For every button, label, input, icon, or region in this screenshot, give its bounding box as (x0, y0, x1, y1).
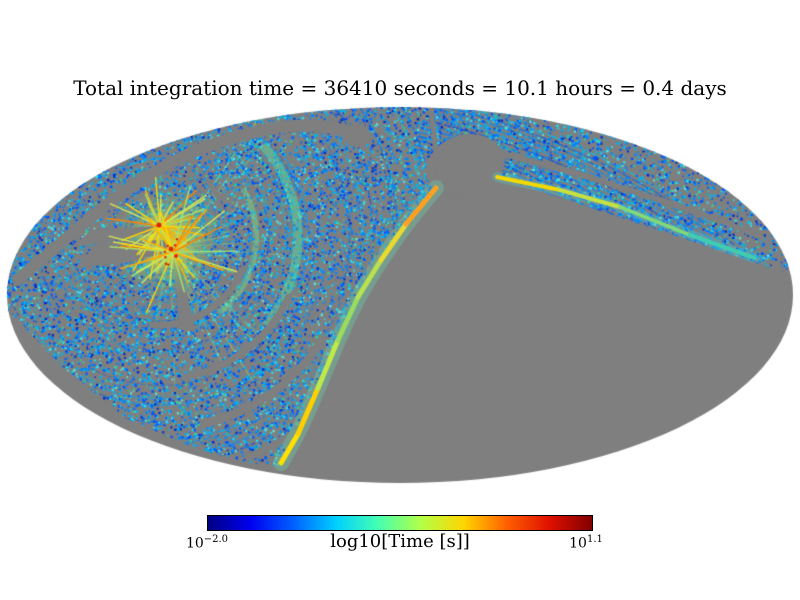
tick-left-exponent: −2.0 (203, 534, 229, 545)
colorbar-tick-right: 101.1 (546, 534, 626, 552)
tick-right-base: 10 (569, 535, 587, 552)
tick-left-base: 10 (185, 535, 204, 552)
colorbar-tick-left: 10−2.0 (167, 534, 247, 552)
colorbar-gradient (207, 515, 593, 531)
tick-right-exponent: 1.1 (586, 534, 603, 545)
colorbar-label: log10[Time [s]] (330, 531, 470, 552)
